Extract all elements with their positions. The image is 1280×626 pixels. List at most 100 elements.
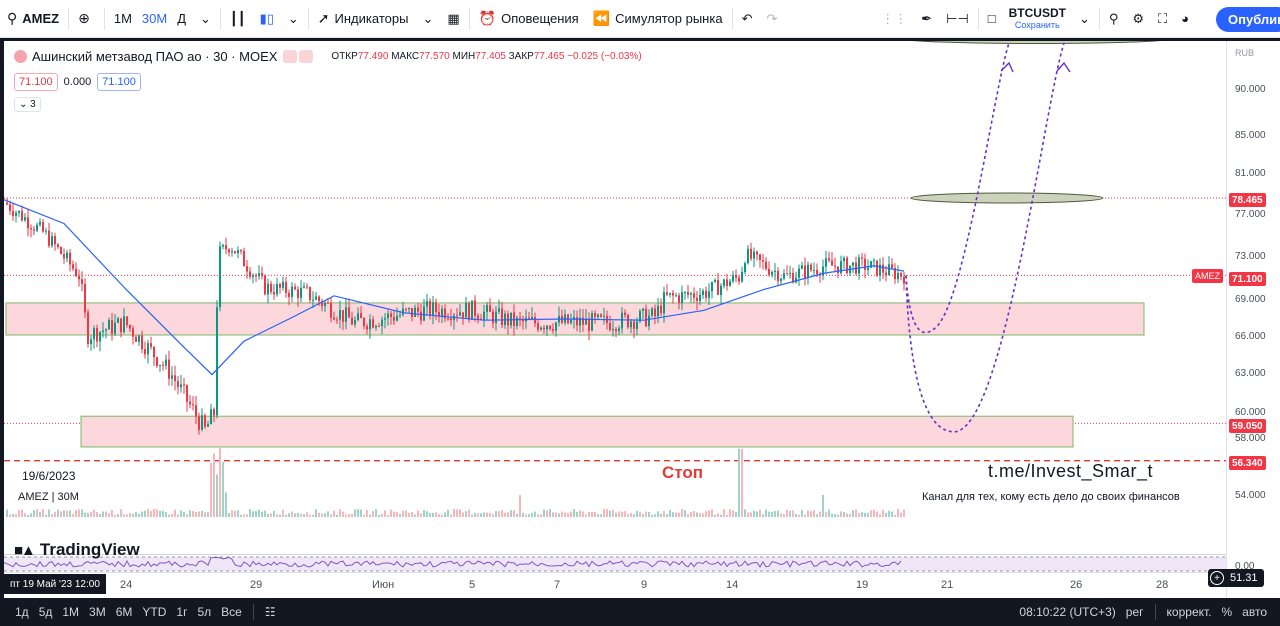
symbol-search-button[interactable]: ⚲ AMEZ [0, 0, 66, 38]
interval-1m[interactable]: 1M [113, 11, 132, 26]
volume-bar [159, 510, 161, 517]
layout-dropdown[interactable]: ⌄ [1072, 0, 1097, 38]
volume-bar [588, 511, 590, 517]
sell-price-box[interactable]: 71.100 [14, 73, 58, 91]
volume-bar [312, 514, 314, 517]
range-1m[interactable]: 1М [62, 605, 80, 619]
volume-bar [66, 510, 68, 517]
candle-body [780, 278, 782, 282]
volume-bar [456, 509, 458, 517]
session-button[interactable]: рег [1125, 605, 1144, 619]
volume-bar [432, 512, 434, 517]
price-tick: 90.000 [1235, 84, 1266, 95]
percent-button[interactable]: % [1221, 605, 1233, 619]
range-5d[interactable]: 5д [38, 605, 53, 619]
candle-body [591, 313, 593, 331]
candle-body [774, 270, 776, 273]
candle-body [420, 311, 422, 321]
range-1d[interactable]: 1д [15, 605, 29, 619]
candle-body [423, 306, 425, 321]
candle-body [852, 262, 854, 266]
range-3m[interactable]: 3М [89, 605, 106, 619]
indicators-collapse-button[interactable]: ⌄ 3 [14, 97, 41, 112]
candle-body [399, 314, 401, 317]
volume-bar [396, 512, 398, 517]
legend-eye-button[interactable] [283, 50, 298, 63]
candle-body [588, 318, 590, 331]
time-axis[interactable]: 24 29 Июн 5 7 9 14 19 21 26 28 [4, 572, 1226, 596]
candle-body [222, 245, 224, 247]
add-alert-icon[interactable]: + [1210, 571, 1224, 585]
range-all[interactable]: Все [221, 605, 242, 619]
volume-bar [846, 513, 848, 517]
volume-bar [498, 511, 500, 517]
redo-button[interactable]: ↷ [759, 0, 784, 38]
volume-bar [240, 514, 242, 517]
volume-bar [486, 512, 488, 517]
volume-bar [18, 510, 20, 517]
drawing-tool-button[interactable]: ✒ [914, 0, 939, 38]
candle-body [714, 279, 716, 282]
candle-body [627, 314, 629, 328]
price-chart[interactable] [4, 41, 1226, 554]
volume-bar [411, 512, 413, 517]
range-1y[interactable]: 1г [176, 605, 188, 619]
main-pane[interactable]: Ашинский метзавод ПАО ао · 30 · MOEX ОТК… [4, 41, 1226, 554]
candle-body [201, 415, 203, 430]
volume-bar [675, 512, 677, 517]
chart-style-dropdown[interactable]: ⌄ [281, 0, 306, 38]
auto-scale-button[interactable]: авто [1242, 605, 1267, 619]
rsi-chart[interactable] [4, 555, 1226, 573]
legend-settings-button[interactable] [299, 50, 314, 63]
layout-name[interactable]: BTCUSDT Сохранить [1003, 7, 1072, 31]
volume-bar [627, 514, 629, 517]
tradingview-logo[interactable]: ■▲ TradingView [14, 540, 140, 560]
volume-bar [204, 512, 206, 517]
drag-handle[interactable]: ⋮⋮ [874, 0, 914, 38]
volume-bar [393, 511, 395, 517]
settings-button[interactable]: ⚙ [1125, 0, 1151, 38]
measure-tool-button[interactable]: ⊢⊣ [939, 0, 976, 38]
undo-button[interactable]: ↶ [735, 0, 760, 38]
indicators-button[interactable]: ➚ Индикаторы [311, 0, 416, 38]
volume-bar [864, 512, 866, 517]
range-6m[interactable]: 6М [115, 605, 133, 619]
candle-body [318, 296, 320, 302]
candle-body [291, 286, 293, 297]
quick-search-button[interactable]: ⚲ [1102, 0, 1126, 38]
buy-price-box[interactable]: 71.100 [97, 73, 141, 91]
candle-body [816, 269, 818, 275]
alerts-button[interactable]: ⏰ Оповещения [472, 0, 586, 38]
candles-style-button[interactable]: ▮▯ [253, 0, 281, 38]
volume-bar [333, 510, 335, 517]
volume-bar [267, 513, 269, 517]
compare-button[interactable]: ⊕ [71, 0, 102, 38]
range-ytd[interactable]: YTD [142, 605, 167, 619]
go-to-date-button[interactable]: ☷ [260, 605, 281, 619]
layouts-button[interactable]: ▦ [440, 0, 466, 38]
candle-body [294, 286, 296, 290]
price-axis[interactable]: RUB 90.000 85.000 81.000 77.000 73.000 6… [1226, 41, 1280, 598]
bar-style-button[interactable]: ┃┃ [223, 0, 253, 38]
fullscreen-button[interactable]: ⛶ [1151, 0, 1174, 38]
indicators-dropdown[interactable]: ⌄ [415, 0, 440, 38]
candle-body [309, 287, 311, 300]
interval-dropdown[interactable]: ⌄ [193, 0, 218, 38]
layout-select-button[interactable]: □ [981, 0, 1003, 38]
candle-body [123, 316, 125, 333]
volume-bar [873, 509, 875, 517]
volume-bar [168, 514, 170, 517]
replay-button[interactable]: ⏪ Симулятор рынка [586, 0, 730, 38]
publish-button[interactable]: Опубликовать [1216, 6, 1280, 32]
snapshot-button[interactable]: ◕ [1174, 0, 1196, 38]
volume-bar [660, 513, 662, 517]
clock-timezone[interactable]: 08:10:22 (UTC+3) [1019, 605, 1116, 619]
adjust-button[interactable]: коррект. [1166, 605, 1212, 619]
candle-body [900, 272, 902, 277]
volume-bar [798, 514, 800, 517]
indicators-label: Индикаторы [334, 11, 409, 26]
interval-30m[interactable]: 30M [141, 11, 168, 26]
interval-day[interactable]: Д [177, 11, 187, 26]
range-5y[interactable]: 5л [197, 605, 212, 619]
candle-body [111, 320, 113, 334]
